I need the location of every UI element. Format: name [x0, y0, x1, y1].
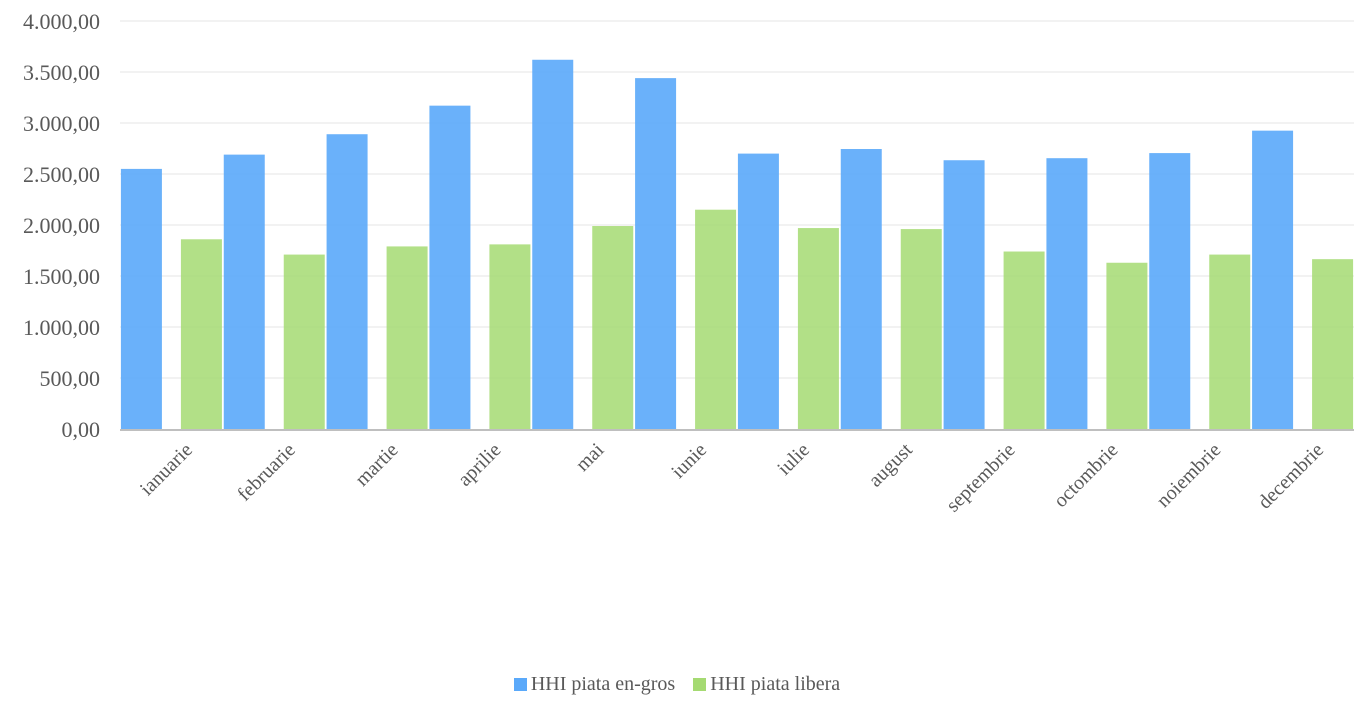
x-tick-label: februarie — [233, 439, 300, 506]
bar-series-0 — [737, 153, 779, 429]
bar-series-0 — [429, 105, 471, 429]
x-tick-label: martie — [351, 439, 403, 491]
x-tick-label: noiembrie — [1152, 439, 1225, 512]
legend-swatch-series-1 — [693, 678, 707, 691]
bar-series-0 — [326, 134, 368, 429]
y-tick-label: 3.500,00 — [23, 60, 100, 85]
x-tick-label: iunie — [667, 439, 711, 483]
x-tick-label: mai — [572, 439, 609, 476]
bars — [120, 59, 1354, 430]
legend-item-series-0: HHI piata en-gros — [513, 673, 676, 696]
y-axis-tick-labels: 0,00 500,00 1.000,00 1.500,00 2.000,00 2.500,… — [23, 9, 100, 442]
bar-series-1 — [592, 226, 634, 429]
bar-series-1 — [797, 228, 839, 429]
y-tick-label: 3.000,00 — [23, 111, 100, 136]
x-tick-label: aprilie — [454, 439, 506, 491]
x-tick-label: ianuarie — [136, 439, 197, 500]
y-tick-label: 1.500,00 — [23, 264, 100, 289]
bar-series-0 — [120, 168, 162, 429]
bar-series-0 — [840, 149, 882, 429]
bar-series-1 — [1003, 251, 1045, 429]
bar-series-1 — [900, 229, 942, 429]
legend-label-series-1: HHI piata libera — [710, 673, 841, 695]
x-tick-label: decembrie — [1254, 439, 1329, 514]
legend-label-series-0: HHI piata en-gros — [530, 673, 676, 695]
y-tick-label: 500,00 — [40, 366, 101, 391]
bar-series-1 — [283, 254, 325, 429]
y-tick-label: 0,00 — [62, 417, 101, 442]
bar-series-0 — [943, 160, 985, 430]
legend-item-series-1: HHI piata libera — [693, 673, 840, 696]
x-axis-tick-labels: ianuarie februarie martie aprilie mai iunie iu… — [136, 439, 1328, 517]
bar-series-0 — [1046, 158, 1088, 429]
x-tick-label: septembrie — [942, 439, 1020, 517]
y-tick-label: 4.000,00 — [23, 9, 100, 34]
bar-series-1 — [1209, 254, 1251, 429]
x-tick-label: iulie — [773, 439, 814, 480]
bar-series-0 — [223, 154, 265, 429]
bar-series-0 — [635, 78, 677, 430]
bar-chart: 0,00 500,00 1.000,00 1.500,00 2.000,00 2.500,… — [23, 9, 1354, 517]
bar-series-1 — [1106, 262, 1148, 429]
y-tick-label: 2.000,00 — [23, 213, 100, 238]
y-tick-label: 2.500,00 — [23, 162, 100, 187]
legend-swatch-series-0 — [513, 678, 527, 691]
bar-series-0 — [1252, 130, 1294, 429]
bar-series-1 — [695, 209, 737, 429]
bar-series-0 — [532, 59, 574, 429]
x-tick-label: august — [864, 439, 917, 492]
bar-series-0 — [1149, 153, 1191, 429]
bar-series-1 — [386, 246, 428, 429]
x-tick-label: octombrie — [1050, 439, 1123, 512]
bar-series-1 — [180, 239, 222, 429]
legend: HHI piata en-gros HHI piata libera — [0, 673, 1354, 696]
gridlines — [120, 20, 1354, 379]
y-tick-label: 1.000,00 — [23, 315, 100, 340]
bar-series-1 — [1312, 259, 1354, 429]
bar-series-1 — [489, 244, 531, 429]
